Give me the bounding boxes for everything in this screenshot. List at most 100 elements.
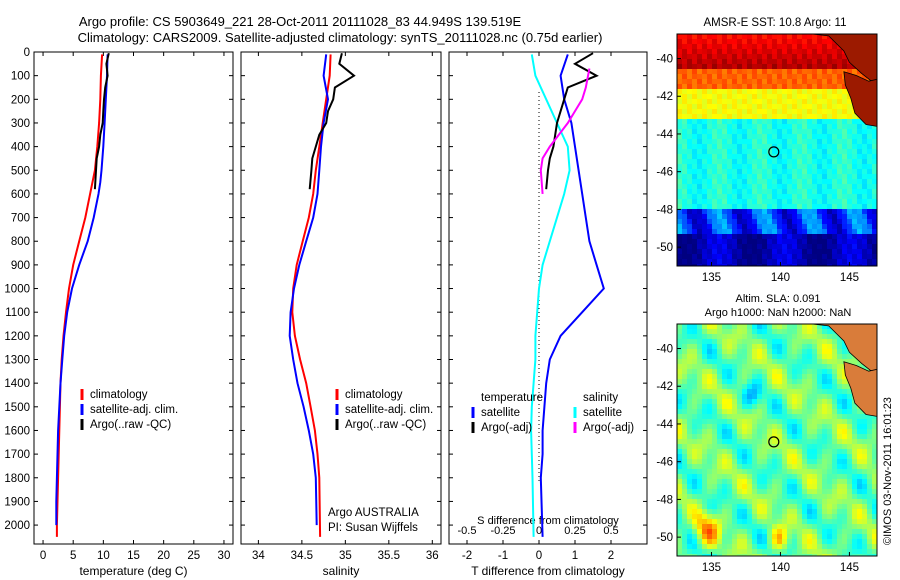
map-cell bbox=[842, 224, 848, 230]
map-cell bbox=[847, 549, 853, 555]
map-cell bbox=[712, 164, 718, 170]
map-cell bbox=[837, 519, 843, 525]
map-cell bbox=[797, 489, 803, 495]
map-cell bbox=[677, 254, 683, 260]
map-cell bbox=[827, 459, 833, 465]
map-cell bbox=[722, 554, 728, 556]
map-cell bbox=[707, 114, 713, 120]
map-cell bbox=[782, 224, 788, 230]
map-cell bbox=[712, 34, 718, 40]
map-cell bbox=[777, 489, 783, 495]
map-cell bbox=[762, 84, 768, 90]
map-cell bbox=[712, 184, 718, 190]
map-cell bbox=[757, 59, 763, 65]
map-cell bbox=[682, 229, 688, 235]
map-cell bbox=[777, 374, 783, 380]
map-cell bbox=[807, 219, 813, 225]
map-cell bbox=[747, 104, 753, 110]
map-cell bbox=[757, 544, 763, 550]
map-cell bbox=[872, 479, 877, 485]
map-cell bbox=[752, 474, 758, 480]
map-cell bbox=[707, 219, 713, 225]
map-cell bbox=[817, 349, 823, 355]
map-cell bbox=[832, 154, 838, 160]
map-cell bbox=[817, 464, 823, 470]
map-cell bbox=[772, 414, 778, 420]
map-cell bbox=[732, 429, 738, 435]
map-cell bbox=[837, 364, 843, 370]
map-cell bbox=[802, 324, 808, 330]
map-cell bbox=[777, 419, 783, 425]
map-cell bbox=[797, 224, 803, 230]
map-cell bbox=[847, 474, 853, 480]
map-cell bbox=[732, 214, 738, 220]
map-cell bbox=[832, 169, 838, 175]
map-cell bbox=[752, 244, 758, 250]
map-cell bbox=[692, 174, 698, 180]
map-cell bbox=[777, 329, 783, 335]
map-cell bbox=[807, 494, 813, 500]
map-cell bbox=[762, 359, 768, 365]
map-cell bbox=[812, 484, 818, 490]
map-cell bbox=[787, 439, 793, 445]
map-cell bbox=[702, 204, 708, 210]
map-cell bbox=[852, 479, 858, 485]
map-cell bbox=[702, 524, 708, 530]
map-cell bbox=[697, 459, 703, 465]
map-cell bbox=[707, 514, 713, 520]
map-cell bbox=[727, 549, 733, 555]
map-cell bbox=[797, 474, 803, 480]
map-cell bbox=[742, 59, 748, 65]
map-cell bbox=[797, 194, 803, 200]
map-cell bbox=[822, 264, 828, 266]
map-cell bbox=[717, 214, 723, 220]
map-cell bbox=[737, 339, 743, 345]
map-cell bbox=[747, 539, 753, 545]
map-cell bbox=[797, 479, 803, 485]
y-tick-label: 1000 bbox=[4, 284, 30, 296]
map-cell bbox=[742, 464, 748, 470]
map-cell bbox=[807, 44, 813, 50]
map-cell bbox=[707, 509, 713, 515]
map-cell bbox=[697, 94, 703, 100]
map-cell bbox=[827, 89, 833, 95]
map-cell bbox=[727, 514, 733, 520]
map-cell bbox=[827, 404, 833, 410]
map-cell bbox=[722, 489, 728, 495]
map-cell bbox=[792, 199, 798, 205]
map-cell bbox=[852, 194, 858, 200]
map-cell bbox=[787, 474, 793, 480]
map-cell bbox=[852, 459, 858, 465]
map-cell bbox=[737, 159, 743, 165]
map-cell bbox=[842, 354, 848, 360]
map-cell bbox=[757, 389, 763, 395]
map-cell bbox=[697, 209, 703, 215]
map-cell bbox=[797, 369, 803, 375]
map-cell bbox=[862, 459, 868, 465]
map-cell bbox=[687, 424, 693, 430]
map-cell bbox=[747, 209, 753, 215]
map-cell bbox=[737, 104, 743, 110]
map-cell bbox=[852, 134, 858, 140]
map-cell bbox=[702, 184, 708, 190]
map-cell bbox=[817, 169, 823, 175]
map-cell bbox=[752, 379, 758, 385]
map-cell bbox=[852, 499, 858, 505]
map-cell bbox=[807, 439, 813, 445]
map-cell bbox=[717, 384, 723, 390]
map-cell bbox=[867, 519, 873, 525]
map-cell bbox=[727, 164, 733, 170]
map-cell bbox=[702, 459, 708, 465]
map-cell bbox=[722, 204, 728, 210]
map-cell bbox=[777, 109, 783, 115]
map-cell bbox=[817, 369, 823, 375]
map-cell bbox=[752, 44, 758, 50]
map-cell bbox=[797, 419, 803, 425]
map-cell bbox=[797, 349, 803, 355]
map-cell bbox=[762, 554, 768, 556]
map-cell bbox=[707, 399, 713, 405]
map-cell bbox=[772, 524, 778, 530]
map-cell bbox=[787, 254, 793, 260]
map-cell bbox=[732, 449, 738, 455]
map-cell bbox=[792, 164, 798, 170]
